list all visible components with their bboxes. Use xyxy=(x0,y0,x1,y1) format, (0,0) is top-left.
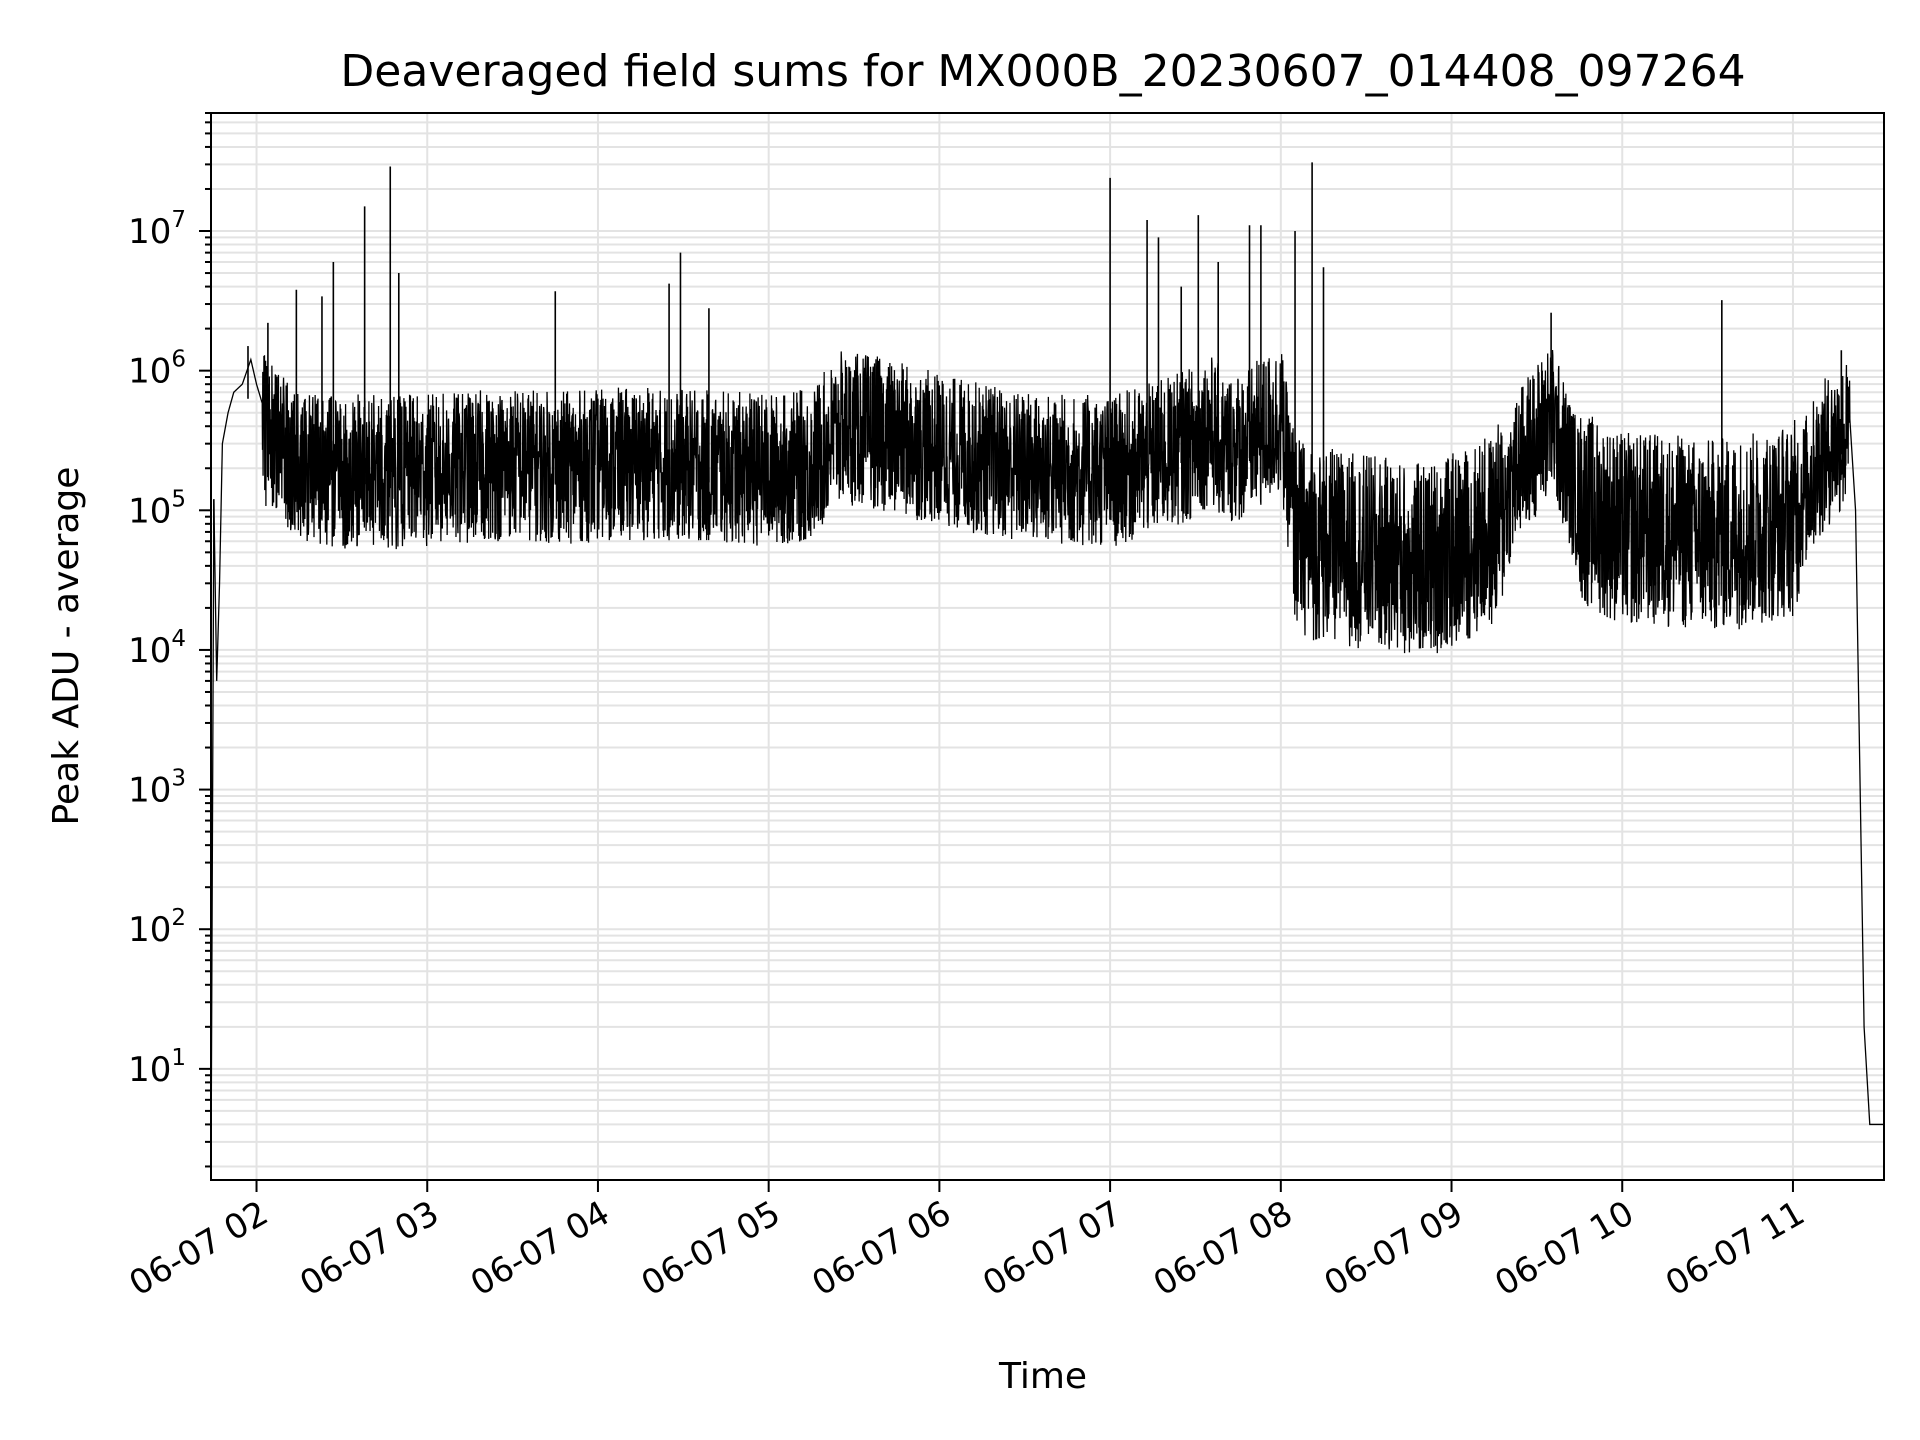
plot-frame xyxy=(210,112,1885,1181)
y-tick-label: 103 xyxy=(128,766,186,811)
y-axis-label: Peak ADU - average xyxy=(46,467,87,826)
y-tick-label: 101 xyxy=(128,1045,186,1090)
x-axis-label: Time xyxy=(998,1356,1087,1397)
series-path xyxy=(210,349,1884,1181)
series-line xyxy=(210,162,1884,1181)
grid xyxy=(211,112,1884,1180)
y-tick-label: 107 xyxy=(128,207,186,252)
y-axis: 101 102 103 104 105 106 107 xyxy=(128,112,211,1168)
y-tick-label: 102 xyxy=(128,905,186,950)
y-tick-label: 105 xyxy=(128,486,186,531)
y-tick-label: 106 xyxy=(128,347,186,392)
y-tick-label: 104 xyxy=(128,626,186,671)
chart-title: Deaveraged field sums for MX000B_2023060… xyxy=(340,46,1745,97)
